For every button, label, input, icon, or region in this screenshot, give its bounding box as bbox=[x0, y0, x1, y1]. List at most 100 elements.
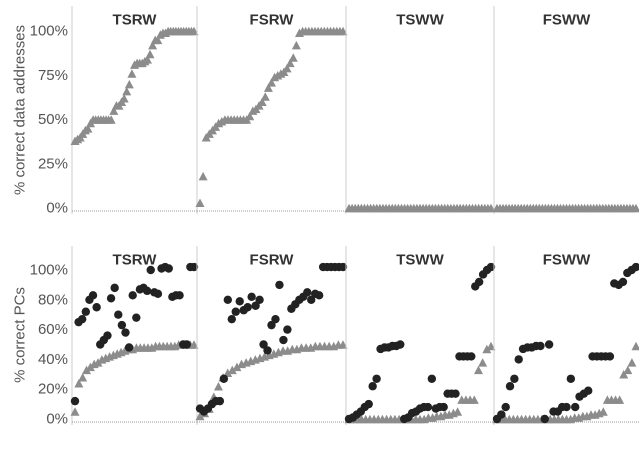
data-point bbox=[78, 314, 87, 324]
data-point bbox=[153, 289, 163, 299]
data-point bbox=[232, 362, 242, 372]
data-point bbox=[474, 277, 484, 287]
data-point bbox=[338, 262, 348, 272]
y-tick-label-0: 0% bbox=[46, 200, 68, 217]
data-point bbox=[195, 198, 205, 207]
panel-title: TSWW bbox=[396, 12, 444, 29]
data-point bbox=[303, 288, 312, 297]
data-point bbox=[536, 341, 545, 351]
data-point bbox=[368, 382, 377, 391]
series-triangle bbox=[70, 26, 199, 145]
data-point bbox=[127, 69, 137, 78]
data-point bbox=[106, 294, 116, 303]
data-point bbox=[119, 94, 129, 103]
data-point bbox=[631, 341, 639, 351]
data-point bbox=[85, 362, 95, 372]
data-point bbox=[486, 203, 496, 213]
data-point bbox=[257, 97, 267, 107]
data-point bbox=[453, 407, 463, 416]
data-point bbox=[544, 340, 554, 349]
data-point bbox=[623, 365, 633, 375]
panel-title: FSRW bbox=[250, 252, 295, 269]
panel-title: FSRW bbox=[250, 12, 295, 29]
data-point bbox=[631, 262, 639, 272]
series-circle bbox=[344, 262, 496, 424]
data-point bbox=[364, 399, 373, 409]
data-point bbox=[619, 370, 629, 379]
series-triangle bbox=[492, 203, 639, 213]
data-point bbox=[189, 26, 199, 36]
data-point bbox=[570, 402, 580, 412]
data-point bbox=[117, 320, 127, 330]
data-point bbox=[314, 291, 324, 300]
data-point bbox=[78, 373, 88, 382]
data-point bbox=[219, 374, 229, 383]
data-point bbox=[106, 115, 116, 124]
panel-fsrw: FSRW bbox=[195, 246, 348, 425]
data-point bbox=[501, 402, 510, 412]
panel-title: FSWW bbox=[543, 12, 591, 29]
series-circle bbox=[492, 262, 639, 424]
data-point bbox=[243, 303, 252, 312]
data-point bbox=[627, 358, 637, 367]
data-point bbox=[469, 395, 479, 404]
data-point bbox=[283, 325, 292, 334]
data-point bbox=[605, 352, 615, 361]
data-point bbox=[132, 313, 141, 322]
data-point bbox=[562, 402, 571, 412]
data-point bbox=[235, 297, 244, 306]
data-point bbox=[271, 314, 280, 324]
data-point bbox=[615, 395, 625, 404]
y-tick-label-1: 25% bbox=[38, 155, 68, 172]
data-point bbox=[598, 407, 608, 416]
data-point bbox=[70, 407, 80, 416]
data-point bbox=[189, 262, 199, 272]
data-point bbox=[263, 83, 273, 92]
data-point bbox=[338, 26, 348, 36]
data-point bbox=[338, 340, 348, 349]
data-point bbox=[260, 92, 270, 101]
data-point bbox=[439, 402, 448, 412]
data-point bbox=[70, 396, 80, 406]
data-point bbox=[486, 341, 496, 351]
data-point bbox=[146, 265, 155, 275]
data-point bbox=[486, 262, 496, 272]
data-point bbox=[566, 374, 576, 383]
data-point bbox=[245, 111, 255, 121]
data-point bbox=[514, 355, 523, 364]
data-point bbox=[103, 331, 112, 340]
panel-title: FSWW bbox=[543, 252, 591, 269]
data-point bbox=[451, 389, 460, 398]
data-point bbox=[631, 203, 639, 213]
data-point bbox=[267, 320, 276, 330]
data-point bbox=[423, 402, 433, 412]
panel-title: TSRW bbox=[113, 252, 158, 269]
series-triangle bbox=[195, 26, 348, 207]
data-point bbox=[510, 374, 519, 383]
series-triangle bbox=[195, 340, 348, 421]
data-point bbox=[213, 381, 223, 391]
data-point bbox=[122, 86, 132, 96]
panel-title: TSRW bbox=[113, 12, 158, 29]
data-point bbox=[227, 314, 236, 324]
panel-tsrw: TSRW bbox=[70, 6, 199, 214]
data-point bbox=[259, 340, 268, 349]
data-point bbox=[215, 396, 225, 406]
data-point bbox=[124, 79, 134, 89]
data-point bbox=[427, 374, 437, 383]
y-tick-label-2: 50% bbox=[38, 111, 68, 128]
data-point bbox=[82, 365, 92, 375]
panel-title: TSWW bbox=[396, 252, 444, 269]
panel-tsww: TSWW bbox=[344, 246, 496, 425]
data-point bbox=[285, 58, 295, 68]
data-point bbox=[584, 386, 593, 395]
series-triangle bbox=[344, 203, 496, 213]
data-point bbox=[396, 340, 405, 349]
data-point bbox=[473, 365, 483, 375]
y-tick-label-3: 75% bbox=[38, 67, 68, 84]
data-point bbox=[307, 295, 316, 304]
data-point bbox=[142, 55, 152, 64]
data-point bbox=[288, 53, 298, 62]
data-point bbox=[467, 352, 476, 361]
